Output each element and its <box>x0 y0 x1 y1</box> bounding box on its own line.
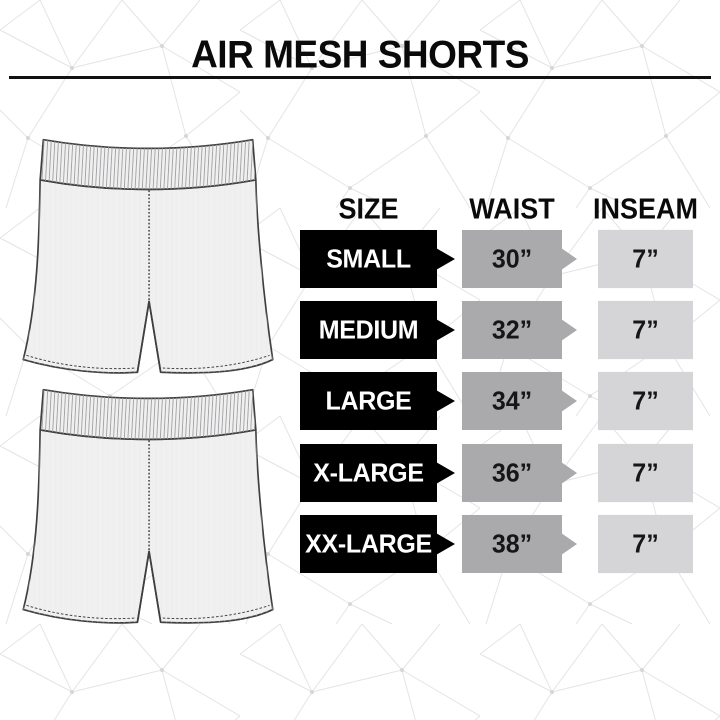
size-label-banner: LARGE <box>300 371 455 431</box>
table-row: LARGE 34” 7” <box>0 371 720 431</box>
page-title: AIR MESH SHORTS <box>191 32 529 77</box>
table-row: XX-LARGE 38” 7” <box>0 514 720 574</box>
column-header-inseam: INSEAM <box>593 192 699 225</box>
table-row: MEDIUM 32” 7” <box>0 300 720 360</box>
size-label-banner: X-LARGE <box>300 443 455 503</box>
title-underline <box>9 76 711 79</box>
size-label-banner: XX-LARGE <box>300 514 455 574</box>
column-header-size: SIZE <box>338 192 399 225</box>
inseam-value-cell: 7” <box>598 514 693 574</box>
waist-value-banner: 38” <box>462 514 577 574</box>
waist-value-banner: 30” <box>462 229 577 289</box>
inseam-value-cell: 7” <box>598 443 693 503</box>
waist-value-banner: 36” <box>462 443 577 503</box>
inseam-value-cell: 7” <box>598 371 693 431</box>
size-label-banner: MEDIUM <box>300 300 455 360</box>
waist-value-banner: 32” <box>462 300 577 360</box>
inseam-value-cell: 7” <box>598 229 693 289</box>
column-header-waist: WAIST <box>469 192 555 225</box>
inseam-value-cell: 7” <box>598 300 693 360</box>
table-row: SMALL 30” 7” <box>0 229 720 289</box>
size-label-banner: SMALL <box>300 229 455 289</box>
table-row: X-LARGE 36” 7” <box>0 443 720 503</box>
waist-value-banner: 34” <box>462 371 577 431</box>
size-chart-header-row: SIZE WAIST INSEAM <box>0 192 720 225</box>
